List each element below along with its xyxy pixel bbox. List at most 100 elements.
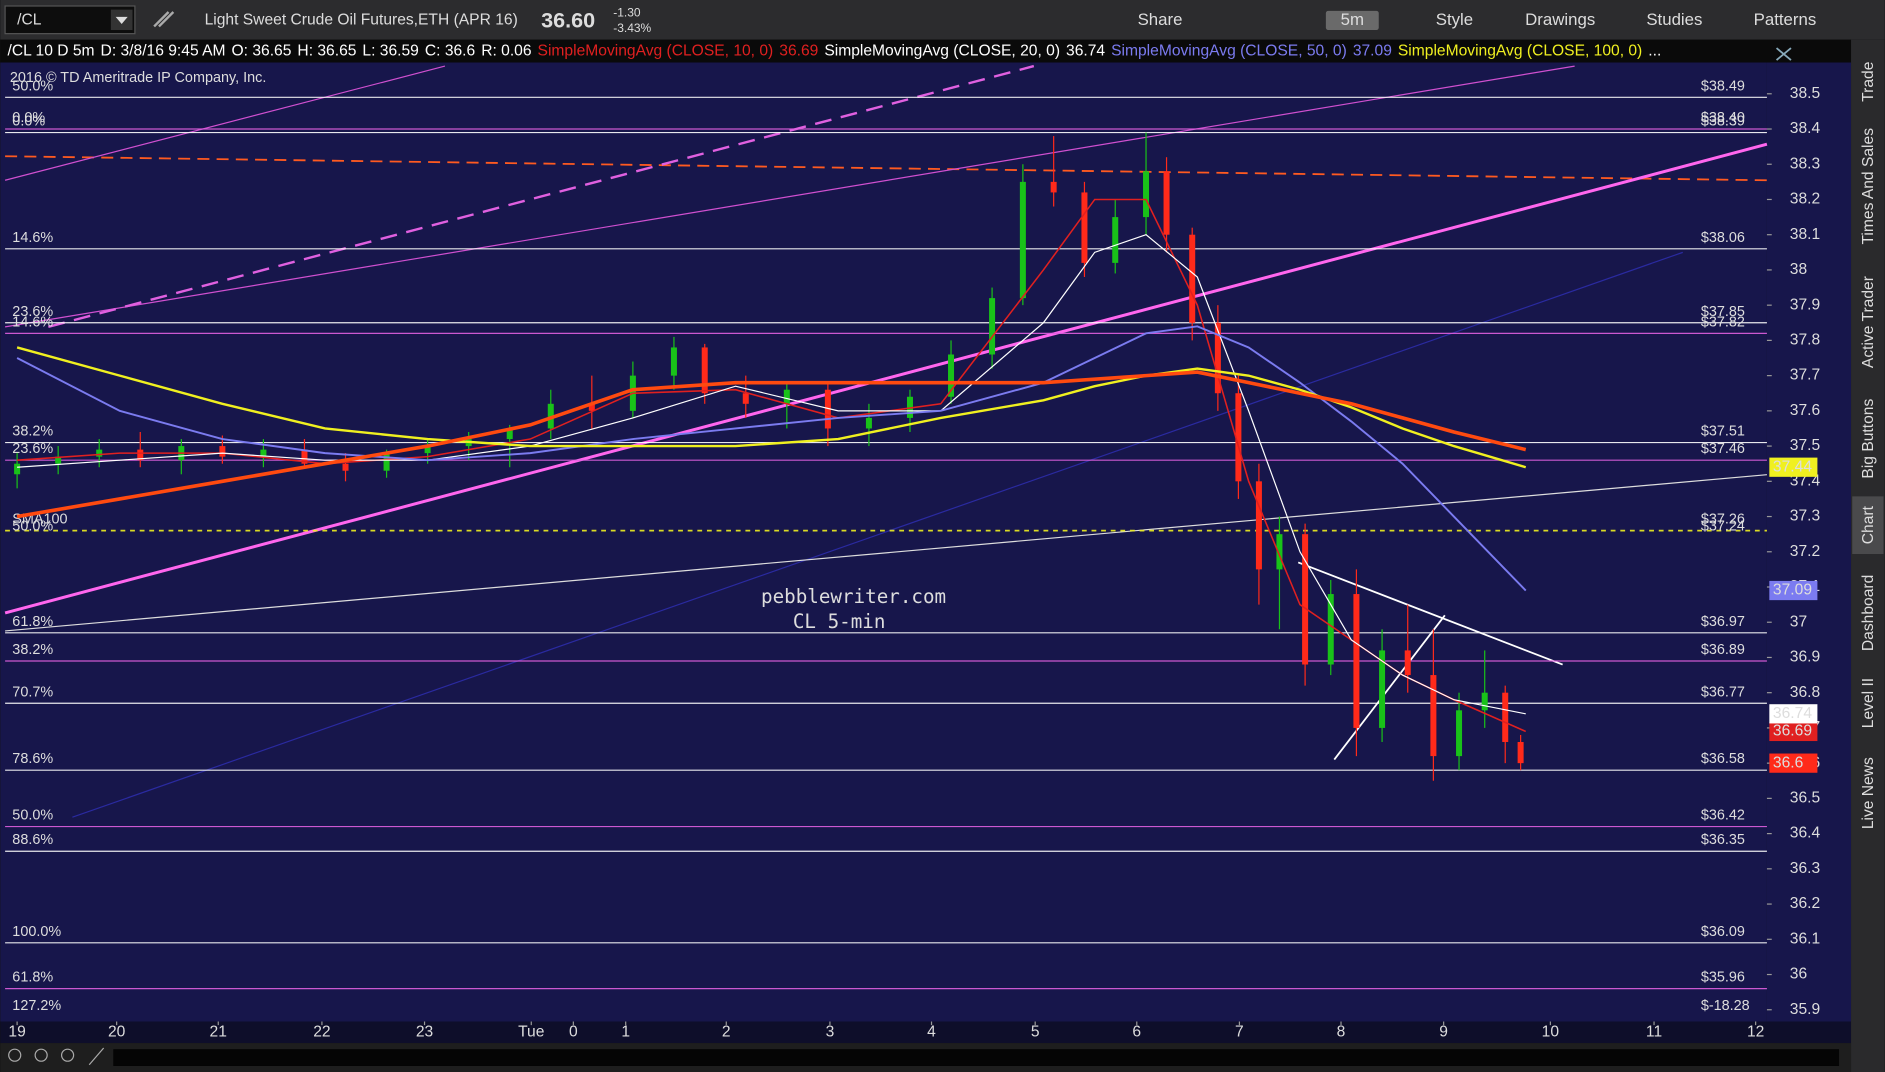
candle-body [1112, 217, 1119, 263]
candle-body [1081, 192, 1088, 263]
side-tab[interactable]: Times And Sales [1860, 128, 1877, 245]
candle-body [383, 453, 390, 471]
y-tick-label: 36 [1790, 966, 1807, 983]
trend-line [5, 474, 1767, 632]
price-tag [1769, 580, 1818, 601]
y-tick-label: 36.8 [1790, 684, 1820, 701]
plot-area [0, 62, 1767, 1022]
side-panel [1851, 39, 1885, 1072]
link-icon[interactable] [153, 11, 175, 28]
level-label: 14.6% [12, 314, 53, 330]
candle-body [670, 347, 677, 376]
level-label: 61.8% [12, 970, 53, 986]
side-tab[interactable]: Level II [1860, 678, 1877, 728]
price-tag [1769, 753, 1818, 773]
x-tick-label: 20 [108, 1023, 126, 1040]
trend-line [5, 155, 1767, 182]
candle-body [1019, 181, 1026, 299]
x-tick-label: 4 [927, 1023, 936, 1040]
x-tick-label: 11 [1646, 1023, 1662, 1040]
toolbar-button[interactable]: Style [1436, 10, 1473, 29]
side-tab[interactable]: Trade [1860, 62, 1877, 102]
x-tick-label: 21 [210, 1023, 227, 1040]
zoom-in[interactable] [34, 1048, 48, 1062]
moving-average [16, 370, 1527, 519]
level-label: 127.2% [12, 998, 61, 1014]
candle-body [1050, 181, 1057, 193]
y-tick-label: 38.3 [1790, 155, 1820, 172]
level-price-label: $36.09 [1701, 924, 1745, 940]
x-tick-label: 5 [1031, 1023, 1040, 1040]
price-axis [1766, 62, 1852, 1022]
legend-name: SimpleMovingAvg (CLOSE, 10, 0) [538, 43, 774, 60]
y-tick-label: 36.4 [1790, 825, 1821, 842]
candle-body [1353, 594, 1360, 728]
interval-button[interactable] [1325, 10, 1379, 31]
zoom-out[interactable] [60, 1048, 75, 1062]
side-tab[interactable]: Live News [1860, 757, 1877, 829]
legend-name: SimpleMovingAvg (CLOSE, 100, 0) [1398, 43, 1642, 60]
watermark: 2016 © TD Ameritrade IP Company, Inc. [10, 70, 266, 86]
level-label: 70.7% [12, 684, 53, 700]
info-item: H: 36.65 [297, 43, 356, 60]
price-tag [1769, 704, 1818, 724]
side-tab[interactable]: Chart [1860, 505, 1877, 544]
side-tab[interactable]: Big Buttons [1860, 399, 1877, 479]
change: -1.30 [613, 5, 641, 19]
y-tick-label: 36.9 [1790, 649, 1820, 666]
candle-body [1214, 322, 1221, 394]
price-tag [1769, 721, 1818, 742]
candle-body [219, 446, 226, 457]
level-label: 0.0% [12, 110, 45, 126]
candle-body [1189, 234, 1196, 323]
toolbar-button[interactable]: Studies [1646, 10, 1702, 29]
level-price-label: $36.35 [1701, 832, 1745, 848]
candle-body [865, 417, 872, 429]
level-price-label: $36.77 [1701, 684, 1745, 700]
annotation: pebblewriter.com [761, 585, 946, 608]
level-price-label: $36.97 [1701, 614, 1745, 630]
scroll-track[interactable] [113, 1049, 1840, 1066]
x-tick-label: 12 [1747, 1023, 1764, 1040]
level-label: 50.0% [12, 78, 53, 94]
level-label: 61.8% [12, 614, 53, 630]
side-tab[interactable]: Dashboard [1860, 575, 1877, 651]
price-tag-label: 37.44 [1773, 458, 1812, 475]
annotation: CL 5-min [793, 610, 886, 633]
zoom-icon[interactable] [8, 1048, 22, 1062]
level-label: 50.0% [12, 519, 53, 535]
draw-tool[interactable] [88, 1047, 105, 1066]
info-bar [0, 39, 1885, 63]
candle-body [137, 449, 144, 461]
side-tab[interactable]: Active Trader [1860, 276, 1877, 368]
y-tick-label: 37.2 [1790, 543, 1820, 560]
candle-body [301, 449, 308, 464]
x-tick-label: 10 [1542, 1023, 1560, 1040]
candle-body [96, 449, 103, 457]
toolbar-button[interactable]: Share [1138, 10, 1183, 29]
info-item: L: 36.59 [362, 43, 418, 60]
info-item: /CL 10 D 5m [8, 43, 95, 60]
legend-value: 37.09 [1353, 43, 1392, 60]
toolbar-button[interactable]: Patterns [1754, 10, 1817, 29]
candle-body [783, 389, 790, 404]
candle-body [1302, 534, 1309, 665]
moving-average [16, 325, 1527, 592]
moving-average [16, 346, 1527, 469]
toolbar [0, 0, 1885, 40]
candle-body [701, 347, 708, 394]
price-tag [1769, 457, 1818, 477]
x-tick-label: 22 [313, 1023, 330, 1040]
level-price-label: $37.24 [1701, 519, 1745, 535]
crosshair-icon[interactable] [1775, 47, 1792, 61]
toolbar-button[interactable]: Drawings [1525, 10, 1595, 29]
level-price-label: $37.26 [1701, 512, 1745, 528]
candle-body [948, 354, 955, 397]
y-tick-label: 37.9 [1790, 296, 1820, 313]
level-label: 0.0% [12, 114, 45, 130]
candle-body [1502, 692, 1509, 743]
trend-line [48, 64, 1035, 329]
toolbar-button[interactable]: 5m [1341, 10, 1364, 29]
candle-body [1456, 710, 1463, 757]
y-tick-label: 38.5 [1790, 85, 1821, 102]
